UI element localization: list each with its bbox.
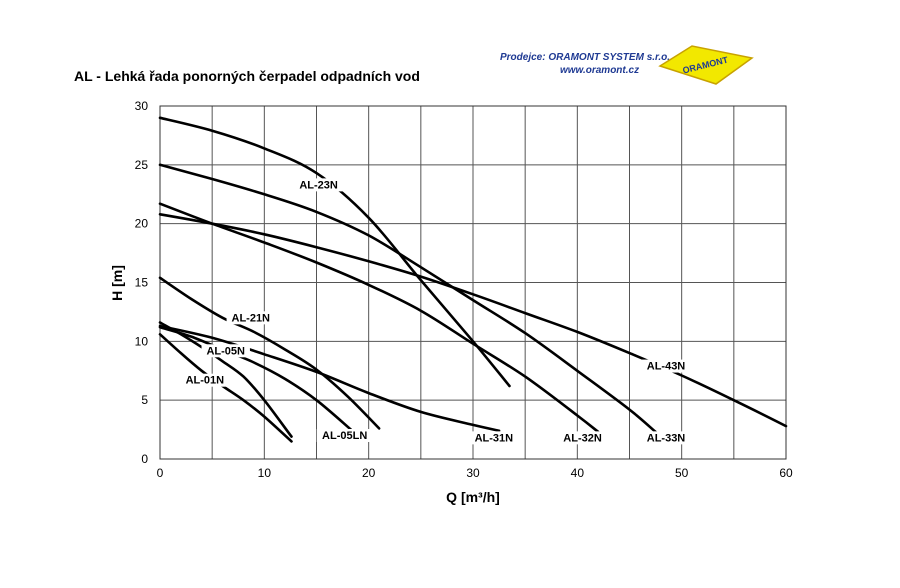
x-tick-label: 10 xyxy=(258,466,272,480)
y-tick-label: 25 xyxy=(135,158,149,172)
x-tick-label: 50 xyxy=(675,466,689,480)
series-label-al-05n: AL-05N xyxy=(206,345,245,357)
x-tick-label: 30 xyxy=(466,466,480,480)
chart-series-labels: AL-23N AL-21N AL-05N AL-01N AL-05LN AL-31N AL-… xyxy=(180,178,691,445)
series-line-al-33n xyxy=(158,163,657,434)
y-tick-label: 0 xyxy=(141,452,148,466)
vendor-name: ORAMONT SYSTEM s.r.o. xyxy=(548,52,671,63)
series-label-al-31n: AL-31N xyxy=(475,432,514,444)
series-label-background xyxy=(316,428,373,442)
x-tick-label: 60 xyxy=(779,466,793,480)
series-line-al-31n xyxy=(158,324,501,433)
oramont-logo: ORAMONT xyxy=(658,45,754,85)
series-label-al-23n: AL-23N xyxy=(299,179,338,191)
series-label-background xyxy=(201,344,250,358)
vendor-line: Prodejce: ORAMONT SYSTEM s.r.o. xyxy=(500,52,670,63)
y-tick-label: 10 xyxy=(135,334,149,348)
series-label-al-05ln: AL-05LN xyxy=(322,430,367,442)
series-label-al-33n: AL-33N xyxy=(647,432,686,444)
series-label-background xyxy=(294,178,343,192)
series-label-background xyxy=(226,311,275,325)
vendor-label: Prodejce: xyxy=(500,52,546,63)
series-label-background xyxy=(180,373,230,387)
series-line-al-32n xyxy=(158,202,600,434)
series-label-al-01n: AL-01N xyxy=(186,375,225,387)
x-tick-label: 0 xyxy=(157,466,164,480)
y-tick-label: 5 xyxy=(141,393,148,407)
chart-axes: 0 10 20 30 40 50 60 0 5 10 15 20 25 30 xyxy=(135,99,793,480)
chart-series xyxy=(158,116,788,443)
y-tick-label: 15 xyxy=(135,276,149,290)
y-axis-label: H [m] xyxy=(109,265,125,301)
series-label-al-43n: AL-43N xyxy=(647,361,686,373)
vendor-website[interactable]: www.oramont.cz xyxy=(560,65,640,76)
series-label-background xyxy=(558,431,607,445)
logo-diamond-shape xyxy=(658,45,754,85)
series-label-al-21n: AL-21N xyxy=(232,312,271,324)
series-label-background xyxy=(469,431,519,445)
x-tick-label: 40 xyxy=(571,466,585,480)
series-label-background xyxy=(641,359,691,373)
series-line-al-43n xyxy=(158,213,788,428)
series-line-al-05ln xyxy=(158,325,353,431)
series-label-al-32n: AL-32N xyxy=(563,432,602,444)
series-line-al-21n xyxy=(158,276,381,430)
plot-area-border xyxy=(159,105,787,460)
series-line-al-23n xyxy=(158,116,511,388)
y-tick-label: 20 xyxy=(135,217,149,231)
x-tick-label: 20 xyxy=(362,466,376,480)
chart-title: AL - Lehká řada ponorných čerpadel odpad… xyxy=(74,68,420,84)
chart-grid xyxy=(159,105,787,460)
y-tick-label: 30 xyxy=(135,99,149,113)
x-axis-label: Q [m³/h] xyxy=(446,489,500,505)
series-label-background xyxy=(641,431,691,445)
